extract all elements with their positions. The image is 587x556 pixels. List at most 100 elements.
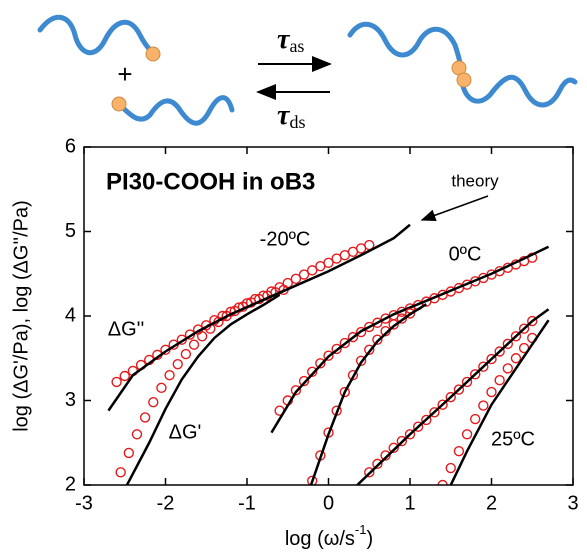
data-point xyxy=(364,467,375,478)
x-tick-label: -1 xyxy=(238,492,256,514)
data-point xyxy=(412,421,424,432)
data-point xyxy=(453,384,465,395)
label-text: log (ω/s xyxy=(285,528,355,550)
annotation-arrow xyxy=(420,195,489,222)
chain xyxy=(459,75,578,108)
data-point xyxy=(298,269,310,280)
data-point xyxy=(131,429,143,440)
data-point xyxy=(437,479,448,485)
data-point xyxy=(404,429,416,440)
data-point xyxy=(123,447,135,459)
annotation: ΔG' xyxy=(169,421,202,443)
data-point xyxy=(372,458,383,470)
data-point xyxy=(478,361,489,372)
theory-line xyxy=(270,245,550,434)
data-point xyxy=(307,475,318,485)
label-sup: -1 xyxy=(355,522,367,537)
data-point xyxy=(290,273,302,285)
data-point xyxy=(307,265,318,276)
theory-line xyxy=(107,223,411,412)
data-point xyxy=(323,257,334,268)
data-point xyxy=(115,467,126,478)
chain xyxy=(117,95,235,126)
annotation: 0ºC xyxy=(449,243,482,265)
symbol: τ xyxy=(277,100,291,131)
data-point xyxy=(298,375,310,387)
data-point xyxy=(421,414,432,426)
annotation: -20ºC xyxy=(260,228,311,250)
data-point xyxy=(445,462,456,474)
data-point xyxy=(486,386,497,398)
y-tick-label: 4 xyxy=(65,304,76,326)
sticker xyxy=(456,72,472,88)
data-point xyxy=(156,382,167,394)
data-point xyxy=(139,412,151,423)
data-point xyxy=(437,399,448,410)
schematic: + τas τds xyxy=(37,15,578,132)
data-point xyxy=(188,339,200,350)
data-point xyxy=(331,343,342,355)
data-point xyxy=(527,315,538,327)
data-point xyxy=(364,344,375,355)
data-point xyxy=(221,310,232,322)
chain xyxy=(347,21,465,81)
data-point xyxy=(502,363,513,374)
data-point xyxy=(470,369,481,380)
chain xyxy=(37,15,155,55)
data-point xyxy=(494,375,505,386)
data-point xyxy=(364,321,375,333)
data-point xyxy=(364,239,375,251)
data-point xyxy=(339,337,350,349)
annotation: theory xyxy=(451,171,499,190)
data-area xyxy=(107,223,550,485)
rate-backward: τds xyxy=(277,100,305,132)
y-axis-label: log (ΔG'/Pa), log (ΔG''/Pa) xyxy=(10,200,32,432)
plus: + xyxy=(117,59,132,89)
y-tick-label: 5 xyxy=(65,220,76,242)
data-point xyxy=(518,323,530,334)
label-end: ) xyxy=(366,528,373,550)
data-point xyxy=(502,338,513,350)
theory-line xyxy=(449,319,550,485)
data-point xyxy=(494,346,505,357)
data-point xyxy=(461,429,473,440)
x-tick-label: -2 xyxy=(157,492,175,514)
data-point xyxy=(164,369,175,381)
subscript: ds xyxy=(289,112,305,132)
subscript: as xyxy=(289,36,304,56)
data-point xyxy=(339,386,350,398)
data-point xyxy=(478,400,489,411)
theory-line xyxy=(125,293,281,485)
data-point xyxy=(396,313,408,324)
data-point xyxy=(470,413,481,425)
data-point xyxy=(111,376,122,388)
y-tick-label: 6 xyxy=(65,135,76,157)
x-tick-label: 3 xyxy=(567,492,578,514)
data-point xyxy=(323,350,334,361)
data-point xyxy=(396,435,408,447)
x-tick-label: -3 xyxy=(75,492,93,514)
data-point xyxy=(119,370,130,382)
y-tick-label: 3 xyxy=(65,389,76,411)
data-point xyxy=(445,391,456,403)
data-point xyxy=(372,317,383,328)
data-point xyxy=(372,334,383,345)
data-point xyxy=(347,331,359,343)
data-point xyxy=(148,396,159,408)
x-tick-label: 2 xyxy=(486,492,497,514)
data-point xyxy=(388,442,399,454)
annotation: 25ºC xyxy=(491,428,535,450)
data-point xyxy=(404,308,416,319)
data-point xyxy=(453,446,465,457)
data-point xyxy=(486,353,497,365)
data-point xyxy=(315,358,326,369)
x-axis-label: log (ω/s-1) xyxy=(285,522,373,550)
plot xyxy=(107,223,550,485)
data-point xyxy=(355,326,367,338)
data-point xyxy=(196,331,208,342)
symbol: τ xyxy=(277,24,291,55)
data-point xyxy=(380,450,391,461)
annotation: ΔG'' xyxy=(108,318,145,340)
rate-forward: τas xyxy=(277,24,304,56)
